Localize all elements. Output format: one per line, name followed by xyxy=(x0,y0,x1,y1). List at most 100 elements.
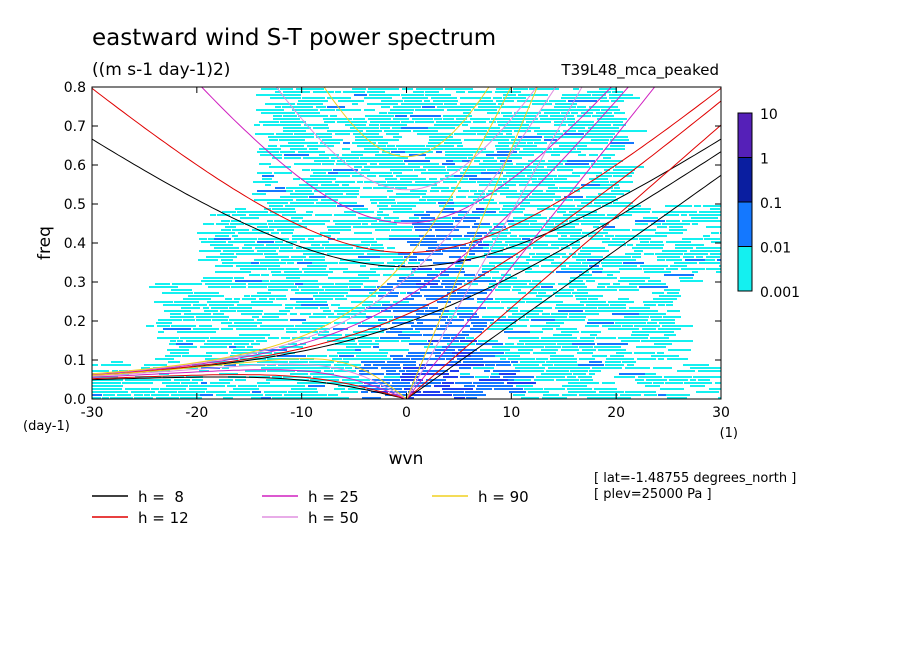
heatmap-cell xyxy=(181,382,192,384)
heatmap-cell xyxy=(144,364,167,366)
heatmap-cell xyxy=(619,373,645,375)
heatmap-cell xyxy=(591,163,617,165)
heatmap-cell xyxy=(529,244,548,246)
heatmap-cell xyxy=(541,337,563,339)
heatmap-cell xyxy=(640,241,649,243)
heatmap-cell xyxy=(653,382,664,384)
heatmap-cell xyxy=(192,379,203,381)
heatmap-cell xyxy=(639,286,668,288)
heatmap-cell xyxy=(416,379,423,381)
legend-label: h = 8 xyxy=(138,488,184,506)
heatmap-cell xyxy=(343,361,349,363)
heatmap-cell xyxy=(397,280,421,282)
heatmap-cell xyxy=(594,199,618,201)
heatmap-cell xyxy=(294,133,314,135)
heatmap-cell xyxy=(180,397,202,399)
heatmap-cell xyxy=(514,130,531,132)
heatmap-cell xyxy=(221,328,233,330)
heatmap-cell xyxy=(481,172,503,174)
heatmap-cell xyxy=(643,268,664,270)
heatmap-cell xyxy=(344,211,374,213)
heatmap-cell xyxy=(690,379,696,381)
heatmap-cell xyxy=(433,364,456,366)
heatmap-cell xyxy=(370,247,384,249)
heatmap-cell xyxy=(544,136,553,138)
heatmap-cell xyxy=(377,211,383,213)
heatmap-cell xyxy=(236,328,255,330)
heatmap-cell xyxy=(352,88,366,90)
rossby-curve xyxy=(92,363,407,399)
heatmap-cell xyxy=(302,97,325,99)
heatmap-cell xyxy=(555,199,573,201)
heatmap-cell xyxy=(519,151,543,153)
heatmap-cell xyxy=(359,343,379,345)
heatmap-cell xyxy=(284,157,301,159)
heatmap-cell xyxy=(479,163,491,165)
heatmap-cell xyxy=(249,274,260,276)
heatmap-cell xyxy=(489,244,508,246)
heatmap-cell xyxy=(388,292,399,294)
heatmap-cell xyxy=(331,367,344,369)
heatmap-cell xyxy=(503,127,530,129)
heatmap-cell xyxy=(323,310,331,312)
heatmap-cell xyxy=(470,118,490,120)
heatmap-cell xyxy=(528,292,537,294)
heatmap-cell xyxy=(228,325,257,327)
heatmap-cell xyxy=(674,211,697,213)
heatmap-cell xyxy=(572,331,579,333)
heatmap-cell xyxy=(528,160,545,162)
heatmap-cell xyxy=(248,283,277,285)
heatmap-cell xyxy=(580,250,609,252)
heatmap-cell xyxy=(396,184,403,186)
heatmap-cell xyxy=(369,94,400,96)
heatmap-cell xyxy=(641,340,667,342)
heatmap-cell xyxy=(383,274,414,276)
heatmap-cell xyxy=(506,196,528,198)
heatmap-cell xyxy=(358,340,372,342)
heatmap-cell xyxy=(474,109,497,111)
heatmap-cell xyxy=(290,298,313,300)
heatmap-cell xyxy=(414,214,430,216)
heatmap-cell xyxy=(519,319,529,321)
heatmap-cell xyxy=(366,316,372,318)
heatmap-cell xyxy=(225,340,254,342)
case-name: T39L48_mca_peaked xyxy=(560,61,719,80)
heatmap-cell xyxy=(509,178,537,180)
heatmap-cell xyxy=(437,217,451,219)
heatmap-cell xyxy=(280,151,295,153)
heatmap-cell xyxy=(621,310,641,312)
chart-title: eastward wind S-T power spectrum xyxy=(92,25,496,51)
heatmap-cell xyxy=(522,346,529,348)
heatmap-cell xyxy=(407,241,437,243)
heatmap-cell xyxy=(367,172,392,174)
heatmap-cell xyxy=(605,364,624,366)
heatmap-cell xyxy=(377,286,393,288)
heatmap-cell xyxy=(196,316,207,318)
heatmap-cell xyxy=(234,322,243,324)
heatmap-cell xyxy=(346,244,370,246)
colorbar-label: 0.1 xyxy=(760,196,782,212)
heatmap-cell xyxy=(345,124,366,126)
heatmap-cell xyxy=(269,226,297,228)
heatmap-cell xyxy=(561,97,577,99)
heatmap-cell xyxy=(290,148,307,150)
heatmap-cell xyxy=(667,358,688,360)
heatmap-cell xyxy=(576,298,587,300)
heatmap-cell xyxy=(254,259,279,261)
heatmap-cell xyxy=(313,127,329,129)
heatmap-cell xyxy=(111,361,123,363)
heatmap-cell xyxy=(336,163,367,165)
heatmap-cell xyxy=(277,229,294,231)
heatmap-cell xyxy=(664,376,692,378)
heatmap-cell xyxy=(163,376,184,378)
heatmap-cell xyxy=(607,286,637,288)
heatmap-cell xyxy=(558,175,580,177)
heatmap-cell xyxy=(346,283,363,285)
heatmap-cell xyxy=(285,205,307,207)
heatmap-cell xyxy=(428,142,441,144)
heatmap-cell xyxy=(355,349,361,351)
heatmap-cell xyxy=(619,349,626,351)
heatmap-cell xyxy=(265,103,280,105)
heatmap-cell xyxy=(665,205,678,207)
heatmap-cell xyxy=(577,97,607,99)
